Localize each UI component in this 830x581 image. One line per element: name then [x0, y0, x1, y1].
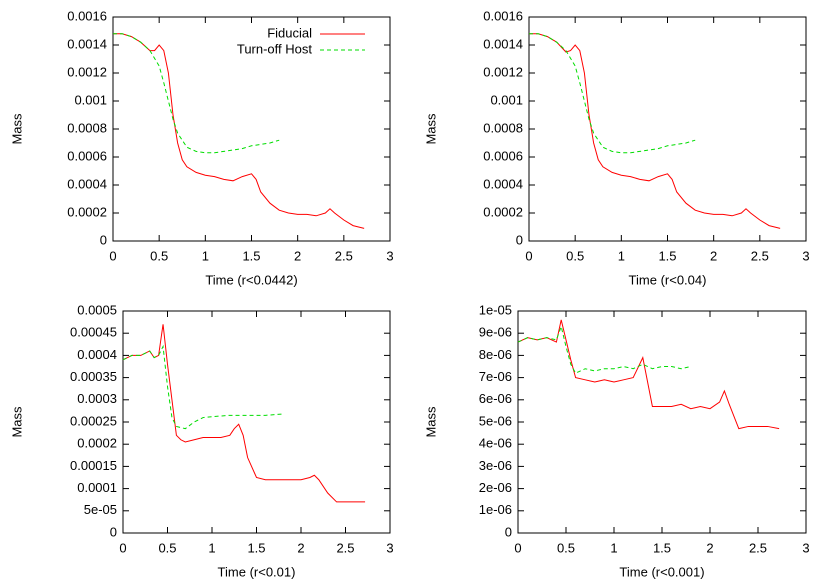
x-tick-label: 3	[802, 540, 809, 555]
x-tick-label: 0.5	[566, 248, 584, 263]
data-line	[529, 33, 781, 229]
y-tick-label: 0.0004	[67, 176, 107, 191]
y-axis-label: Mass	[423, 406, 438, 438]
y-tick-label: 6e-06	[479, 391, 512, 406]
y-tick-label: 0	[100, 232, 107, 247]
y-axis-label: Mass	[9, 406, 24, 438]
x-tick-label: 1	[208, 540, 215, 555]
y-tick-label: 0.0002	[67, 204, 107, 219]
y-axis-label: Mass	[423, 113, 438, 145]
x-tick-label: 1	[610, 540, 617, 555]
y-tick-label: 0.0012	[483, 64, 523, 79]
y-tick-label: 0.001	[490, 92, 523, 107]
y-tick-label: 3e-06	[479, 458, 512, 473]
x-tick-label: 2.5	[751, 248, 769, 263]
y-tick-label: 1e-05	[479, 302, 512, 317]
y-tick-label: 0.0014	[67, 36, 107, 51]
x-tick-label: 2.5	[336, 540, 354, 555]
x-tick-label: 0	[514, 540, 521, 555]
x-tick-label: 1	[618, 248, 625, 263]
data-line	[113, 33, 365, 229]
y-tick-label: 0.0004	[483, 176, 523, 191]
plot-frame	[122, 310, 391, 534]
x-tick-label: 1	[202, 248, 209, 263]
legend-label: Turn-off Host	[237, 41, 313, 56]
data-line	[122, 324, 366, 503]
y-tick-label: 0.0014	[483, 36, 523, 51]
x-tick-label: 3	[802, 248, 809, 263]
x-tick-label: 1.5	[242, 248, 260, 263]
x-tick-label: 1.5	[658, 248, 676, 263]
y-tick-label: 0.00045	[70, 325, 117, 340]
y-tick-label: 1e-06	[479, 502, 512, 517]
y-tick-label: 9e-06	[479, 325, 512, 340]
y-tick-label: 0	[110, 524, 117, 539]
x-axis-label: Time (r<0.01)	[218, 564, 296, 579]
y-tick-label: 0.0008	[67, 120, 107, 135]
x-tick-label: 1.5	[653, 540, 671, 555]
x-axis-label: Time (r<0.001)	[619, 564, 704, 579]
y-tick-label: 0.00015	[70, 458, 117, 473]
data-line	[529, 33, 696, 154]
data-line	[122, 344, 284, 430]
y-tick-label: 0.0002	[77, 436, 117, 451]
x-tick-label: 2	[297, 540, 304, 555]
y-tick-label: 2e-06	[479, 480, 512, 495]
plot-frame	[517, 310, 807, 534]
x-tick-label: 3	[386, 248, 393, 263]
y-tick-label: 0.0005	[77, 302, 117, 317]
y-tick-label: 0	[516, 232, 523, 247]
x-tick-label: 2	[710, 248, 717, 263]
y-tick-label: 0.0003	[77, 391, 117, 406]
x-tick-label: 0.5	[150, 248, 168, 263]
y-tick-label: 0.0001	[77, 480, 117, 495]
y-tick-label: 4e-06	[479, 436, 512, 451]
y-tick-label: 0.0012	[67, 64, 107, 79]
y-tick-label: 0.0004	[77, 347, 117, 362]
x-tick-label: 2.5	[335, 248, 353, 263]
x-tick-label: 1.5	[247, 540, 265, 555]
y-axis-label: Mass	[9, 113, 24, 145]
y-tick-label: 5e-05	[84, 502, 117, 517]
y-tick-label: 0.00025	[70, 413, 117, 428]
x-tick-label: 2	[294, 248, 301, 263]
x-tick-label: 0	[109, 248, 116, 263]
y-tick-label: 0.0008	[483, 120, 523, 135]
y-tick-label: 0.0006	[67, 148, 107, 163]
y-tick-label: 5e-06	[479, 413, 512, 428]
y-tick-label: 8e-06	[479, 347, 512, 362]
y-tick-label: 0.0006	[483, 148, 523, 163]
x-tick-label: 0	[525, 248, 532, 263]
data-line	[517, 324, 691, 374]
data-line	[517, 319, 780, 430]
y-tick-label: 0.001	[74, 92, 107, 107]
y-tick-label: 0.00035	[70, 369, 117, 384]
x-tick-label: 2.5	[749, 540, 767, 555]
x-tick-label: 3	[386, 540, 393, 555]
x-tick-label: 2	[706, 540, 713, 555]
y-tick-label: 0.0016	[483, 8, 523, 23]
y-tick-label: 0.0016	[67, 8, 107, 23]
y-tick-label: 0	[505, 524, 512, 539]
x-tick-label: 0	[119, 540, 126, 555]
y-tick-label: 0.0002	[483, 204, 523, 219]
x-tick-label: 0.5	[557, 540, 575, 555]
x-axis-label: Time (r<0.04)	[629, 272, 707, 287]
x-axis-label: Time (r<0.0442)	[205, 272, 297, 287]
y-tick-label: 7e-06	[479, 369, 512, 384]
x-tick-label: 0.5	[158, 540, 176, 555]
legend-label: Fiducial	[267, 25, 312, 40]
